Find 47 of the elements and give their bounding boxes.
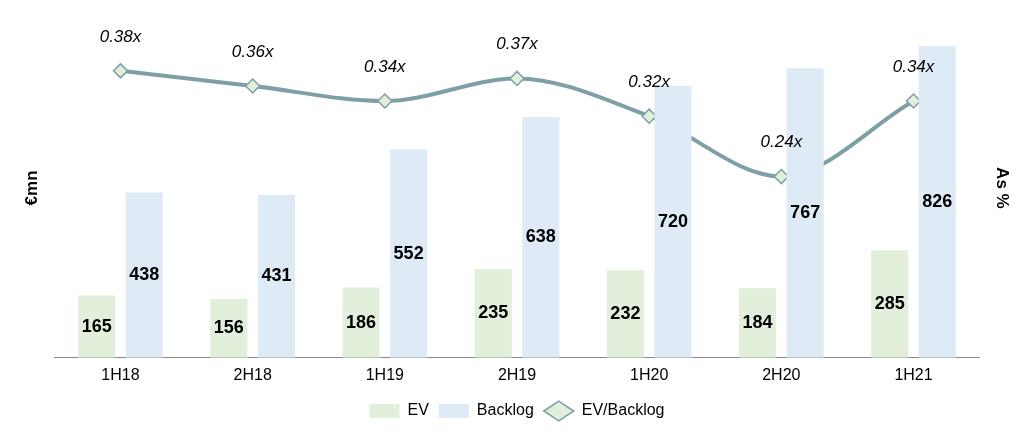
x-tick-label: 2H20 xyxy=(762,365,801,383)
data-label: 0.36x xyxy=(231,41,274,61)
data-label: 0.34x xyxy=(364,56,407,76)
x-tick-label: 1H20 xyxy=(630,365,669,383)
data-label: 767 xyxy=(790,201,821,222)
data-label: 0.32x xyxy=(628,71,671,91)
point xyxy=(377,93,393,109)
data-label: 0.37x xyxy=(496,34,539,54)
bar xyxy=(871,250,909,358)
data-label: 156 xyxy=(213,317,244,338)
y-axis-title: €mn xyxy=(21,170,41,206)
point xyxy=(509,70,525,87)
x-tick-label: 1H21 xyxy=(894,365,933,383)
x-tick-label: 2H19 xyxy=(497,365,537,383)
bar xyxy=(522,116,560,358)
data-label: 0.38x xyxy=(99,26,142,46)
data-label: 184 xyxy=(742,312,773,333)
legend-label: Backlog xyxy=(476,401,534,419)
y2-axis-title: As % xyxy=(993,167,1013,209)
x-tick-label: 2H18 xyxy=(233,365,272,383)
point xyxy=(244,78,261,94)
legend-label: EV/Backlog xyxy=(581,401,665,419)
point xyxy=(112,63,129,79)
data-label: 232 xyxy=(610,302,641,323)
data-label: 285 xyxy=(874,292,905,313)
bar xyxy=(390,149,428,358)
x-tick-label: 1H18 xyxy=(101,365,140,383)
x-tick-label: 1H19 xyxy=(365,365,405,383)
data-label: 431 xyxy=(261,265,292,286)
point xyxy=(641,108,657,124)
bar xyxy=(606,270,644,358)
bar xyxy=(654,85,692,358)
bar xyxy=(257,195,296,358)
data-label: 0.34x xyxy=(892,56,935,76)
legend-label: EV xyxy=(407,401,430,419)
bar xyxy=(474,269,512,358)
data-label: 0.24x xyxy=(760,132,803,152)
data-label: 186 xyxy=(346,311,377,332)
bar xyxy=(125,192,163,358)
data-label: 438 xyxy=(129,264,160,285)
data-label: 552 xyxy=(393,242,424,263)
bar xyxy=(342,287,380,358)
data-label: 720 xyxy=(657,210,688,231)
data-label: 235 xyxy=(478,302,509,323)
data-label: 826 xyxy=(922,190,953,211)
data-label: 165 xyxy=(81,315,112,336)
data-label: 638 xyxy=(525,226,556,247)
